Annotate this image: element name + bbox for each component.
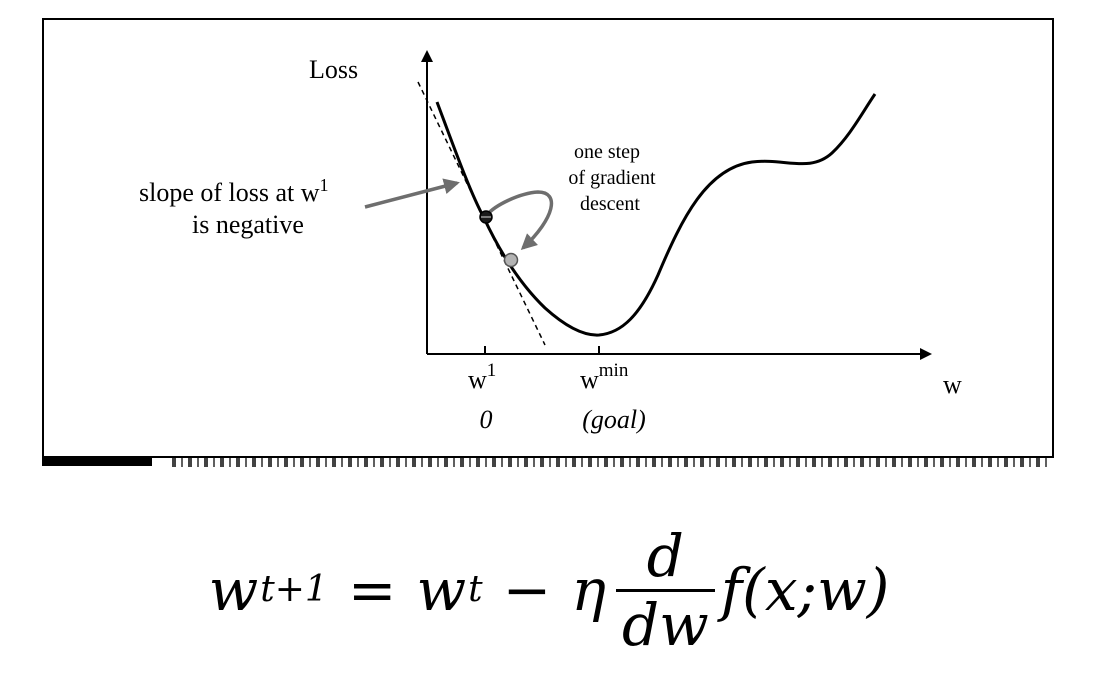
formula-equals: = (347, 556, 397, 624)
caption-text-fragment (172, 458, 1052, 467)
formula-minus: − (502, 556, 552, 624)
point-next-step (503, 252, 519, 268)
y-axis-label: Loss (309, 55, 358, 84)
gradient-descent-diagram: Loss w slope of loss at w1 is negative o… (139, 50, 962, 434)
formula-frac-denominator: dw (615, 588, 715, 654)
tick-label-wmin: wmin (580, 360, 629, 394)
formula-eta: η (571, 556, 606, 624)
formula-lhs-superscript: t+1 (260, 569, 328, 610)
step-annotation-line3: descent (580, 193, 640, 215)
formula-rhs-var: w (416, 556, 467, 624)
loss-curve (435, 93, 877, 337)
formula-frac-numerator: d (646, 521, 684, 590)
step-annotation-line2: of gradient (568, 167, 656, 189)
tick-label-wmin-base: w (580, 365, 599, 394)
slope-annotation-text: slope of loss at w (139, 178, 320, 207)
step-arrow (485, 190, 554, 251)
formula-rhs-superscript: t (468, 569, 483, 610)
formula-derivative-fraction: d dw (615, 521, 715, 654)
caption-label-block (42, 458, 152, 466)
slope-annotation-superscript: 1 (320, 175, 329, 195)
tick-sublabel-w1: 0 (480, 405, 493, 434)
step-annotation-line1: one step (574, 141, 640, 163)
slope-annotation-line2: is negative (192, 210, 304, 239)
figure-frame (42, 18, 1054, 458)
tick-sublabel-wmin: (goal) (582, 405, 646, 434)
tick-label-w1-superscript: 1 (487, 360, 497, 381)
tick-label-wmin-superscript: min (599, 360, 629, 381)
slope-pointer-arrow (364, 178, 460, 209)
formula-function: f(x;w) (720, 556, 890, 624)
x-axis-label: w (943, 370, 962, 399)
cropped-caption-strip (42, 458, 1054, 470)
formula-lhs-var: w (208, 556, 259, 624)
tick-label-w1-base: w (468, 365, 487, 394)
tick-label-w1: w1 (468, 360, 496, 394)
slope-annotation-line1: slope of loss at w1 (139, 175, 329, 207)
